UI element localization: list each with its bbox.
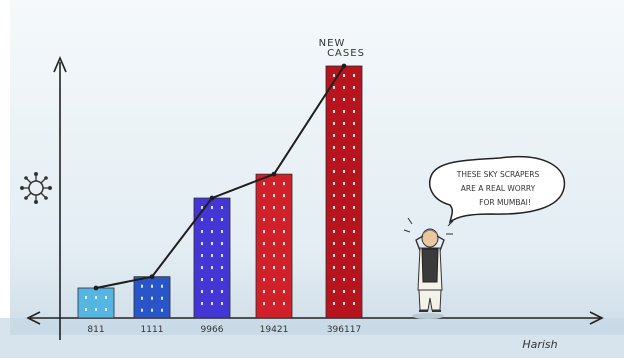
- x-axis: [26, 311, 604, 325]
- worried-man-figure: [403, 217, 454, 319]
- trend-point-1111: [149, 274, 155, 280]
- bar-windows-811: [85, 296, 107, 311]
- x-tick-label: 1111: [141, 325, 164, 335]
- x-tick-label: 9966: [201, 325, 224, 335]
- new-cases-label-line-2: CASES: [327, 48, 365, 59]
- trend-point-19421: [271, 171, 277, 177]
- bar-windows-396117: [333, 74, 355, 305]
- new-cases-label-line-1: NEW: [319, 38, 346, 49]
- x-tick-label: 811: [87, 325, 104, 335]
- bar-windows-9966: [201, 206, 223, 306]
- speech-bubble-line-3: FOR MUMBAI!: [479, 198, 531, 207]
- speech-bubble-line-1: THESE SKY SCRAPERS: [456, 170, 540, 179]
- x-tick-label: 396117: [327, 325, 361, 335]
- bar-396117: [325, 65, 363, 319]
- trend-point-811: [93, 285, 99, 291]
- x-tick-labels: 811 1111 9966 19421 396117: [87, 325, 361, 335]
- bar-19421: [255, 173, 293, 319]
- trend-point-396117: [341, 63, 347, 69]
- virus-icon: [20, 172, 52, 204]
- new-cases-label: NEW CASES: [319, 38, 365, 59]
- bar-windows-19421: [263, 182, 285, 306]
- y-axis: [53, 55, 67, 340]
- x-tick-label: 19421: [260, 325, 289, 335]
- bar-811: [77, 287, 115, 319]
- artist-signature: Harish: [522, 338, 557, 351]
- ground-wash: [0, 318, 624, 358]
- speech-bubble: THESE SKY SCRAPERS ARE A REAL WORRY FOR …: [429, 156, 566, 224]
- bar-9966: [193, 197, 231, 319]
- trend-point-9966: [209, 195, 215, 201]
- speech-bubble-line-2: ARE A REAL WORRY: [461, 184, 536, 193]
- new-cases-trend-line: [93, 63, 347, 291]
- bar-windows-1111: [141, 284, 163, 312]
- skyscraper-bars: [77, 65, 363, 319]
